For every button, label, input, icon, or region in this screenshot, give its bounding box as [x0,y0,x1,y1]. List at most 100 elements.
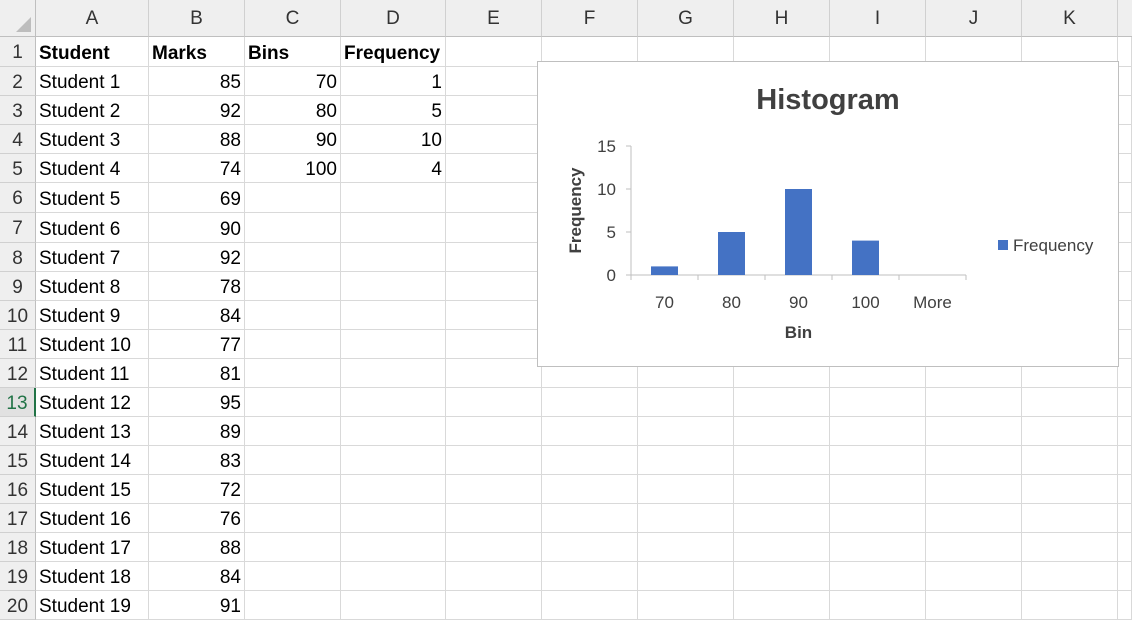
cell-b15[interactable]: 83 [149,446,245,475]
cell-c2[interactable]: 70 [245,67,341,96]
cell-k16[interactable] [1022,475,1118,504]
row-header-4[interactable]: 4 [0,125,36,154]
cell-k19[interactable] [1022,562,1118,591]
cell-d18[interactable] [341,533,446,562]
cell-a9[interactable]: Student 8 [36,272,149,301]
cell-f20[interactable] [542,591,638,620]
cell-d10[interactable] [341,301,446,330]
cell-l4[interactable] [1118,125,1132,154]
cell-d12[interactable] [341,359,446,388]
cell-h12[interactable] [734,359,830,388]
cell-e9[interactable] [446,272,542,301]
cell-a14[interactable]: Student 13 [36,417,149,446]
cell-c19[interactable] [245,562,341,591]
row-header-5[interactable]: 5 [0,154,36,183]
cell-c13[interactable] [245,388,341,417]
cell-c4[interactable]: 90 [245,125,341,154]
cell-c1[interactable]: Bins [245,37,341,67]
cell-j15[interactable] [926,446,1022,475]
cell-e14[interactable] [446,417,542,446]
cell-c8[interactable] [245,243,341,272]
cell-f19[interactable] [542,562,638,591]
cell-h13[interactable] [734,388,830,417]
row-header-19[interactable]: 19 [0,562,36,591]
cell-e5[interactable] [446,154,542,183]
cell-d17[interactable] [341,504,446,533]
cell-k14[interactable] [1022,417,1118,446]
cell-f15[interactable] [542,446,638,475]
cell-a18[interactable]: Student 17 [36,533,149,562]
cell-a11[interactable]: Student 10 [36,330,149,359]
cell-k17[interactable] [1022,504,1118,533]
cell-c3[interactable]: 80 [245,96,341,125]
cell-j14[interactable] [926,417,1022,446]
row-header-15[interactable]: 15 [0,446,36,475]
cell-c20[interactable] [245,591,341,620]
cell-b18[interactable]: 88 [149,533,245,562]
cell-h17[interactable] [734,504,830,533]
row-header-1[interactable]: 1 [0,37,36,67]
cell-b16[interactable]: 72 [149,475,245,504]
cell-d11[interactable] [341,330,446,359]
cell-e4[interactable] [446,125,542,154]
cell-k12[interactable] [1022,359,1118,388]
cell-f16[interactable] [542,475,638,504]
cell-l12[interactable] [1118,359,1132,388]
cell-d8[interactable] [341,243,446,272]
cell-b1[interactable]: Marks [149,37,245,67]
cell-g18[interactable] [638,533,734,562]
row-header-18[interactable]: 18 [0,533,36,562]
cell-j17[interactable] [926,504,1022,533]
cell-g16[interactable] [638,475,734,504]
cell-j19[interactable] [926,562,1022,591]
cell-b11[interactable]: 77 [149,330,245,359]
cell-c10[interactable] [245,301,341,330]
cell-g13[interactable] [638,388,734,417]
column-header-f[interactable]: F [542,0,638,37]
cell-l14[interactable] [1118,417,1132,446]
column-header-b[interactable]: B [149,0,245,37]
cell-h20[interactable] [734,591,830,620]
cell-l10[interactable] [1118,301,1132,330]
row-header-11[interactable]: 11 [0,330,36,359]
cell-i17[interactable] [830,504,926,533]
cell-e8[interactable] [446,243,542,272]
cell-j12[interactable] [926,359,1022,388]
cell-b5[interactable]: 74 [149,154,245,183]
cell-c6[interactable] [245,183,341,213]
cell-k18[interactable] [1022,533,1118,562]
cell-d2[interactable]: 1 [341,67,446,96]
cell-i12[interactable] [830,359,926,388]
cell-l5[interactable] [1118,154,1132,183]
cell-c15[interactable] [245,446,341,475]
cell-j18[interactable] [926,533,1022,562]
cell-b4[interactable]: 88 [149,125,245,154]
cell-a15[interactable]: Student 14 [36,446,149,475]
cell-a20[interactable]: Student 19 [36,591,149,620]
cell-i18[interactable] [830,533,926,562]
cell-b10[interactable]: 84 [149,301,245,330]
cell-l2[interactable] [1118,67,1132,96]
cell-h18[interactable] [734,533,830,562]
cell-i14[interactable] [830,417,926,446]
row-header-3[interactable]: 3 [0,96,36,125]
cell-c14[interactable] [245,417,341,446]
cell-b19[interactable]: 84 [149,562,245,591]
cell-d20[interactable] [341,591,446,620]
cell-g14[interactable] [638,417,734,446]
column-header-a[interactable]: A [36,0,149,37]
cell-h15[interactable] [734,446,830,475]
cell-k13[interactable] [1022,388,1118,417]
cell-l11[interactable] [1118,330,1132,359]
column-header-d[interactable]: D [341,0,446,37]
cell-l13[interactable] [1118,388,1132,417]
cell-e3[interactable] [446,96,542,125]
cell-c9[interactable] [245,272,341,301]
row-header-9[interactable]: 9 [0,272,36,301]
cell-a2[interactable]: Student 1 [36,67,149,96]
cell-e7[interactable] [446,213,542,243]
cell-c18[interactable] [245,533,341,562]
row-header-17[interactable]: 17 [0,504,36,533]
cell-i16[interactable] [830,475,926,504]
cell-d7[interactable] [341,213,446,243]
